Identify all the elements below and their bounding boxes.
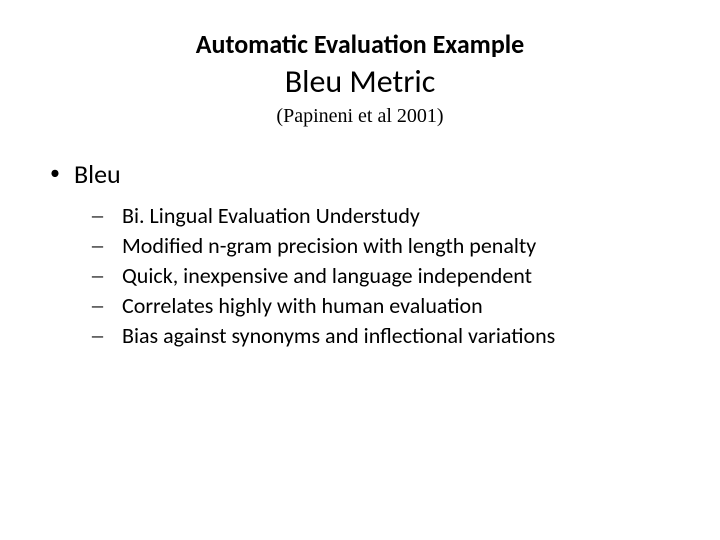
list-item: – Modified n-gram precision with length … bbox=[92, 232, 680, 259]
list-item: – Quick, inexpensive and language indepe… bbox=[92, 262, 680, 289]
dash-icon: – bbox=[92, 232, 106, 258]
dash-icon: – bbox=[92, 202, 106, 228]
sub-bullet-list: – Bi. Lingual Evaluation Understudy – Mo… bbox=[50, 202, 680, 349]
citation: (Papineni et al 2001) bbox=[40, 105, 680, 128]
slide-header: Automatic Evaluation Example Bleu Metric… bbox=[40, 28, 680, 128]
slide-container: Automatic Evaluation Example Bleu Metric… bbox=[0, 0, 720, 540]
sub-item-label: Quick, inexpensive and language independ… bbox=[122, 262, 680, 289]
sub-item-label: Modified n-gram precision with length pe… bbox=[122, 232, 680, 259]
bullet-main-label: Bleu bbox=[74, 158, 121, 190]
dash-icon: – bbox=[92, 322, 106, 348]
dash-icon: – bbox=[92, 292, 106, 318]
list-item: – Correlates highly with human evaluatio… bbox=[92, 292, 680, 319]
dash-icon: – bbox=[92, 262, 106, 288]
title-line-2: Bleu Metric bbox=[40, 62, 680, 101]
sub-item-label: Bi. Lingual Evaluation Understudy bbox=[122, 202, 680, 229]
list-item: – Bi. Lingual Evaluation Understudy bbox=[92, 202, 680, 229]
slide-content: • Bleu – Bi. Lingual Evaluation Understu… bbox=[40, 158, 680, 349]
list-item: – Bias against synonyms and inflectional… bbox=[92, 322, 680, 349]
sub-item-label: Bias against synonyms and inflectional v… bbox=[122, 322, 680, 349]
bullet-main: • Bleu bbox=[50, 158, 680, 190]
title-line-1: Automatic Evaluation Example bbox=[40, 28, 680, 60]
sub-item-label: Correlates highly with human evaluation bbox=[122, 292, 680, 319]
bullet-marker-icon: • bbox=[50, 158, 60, 188]
